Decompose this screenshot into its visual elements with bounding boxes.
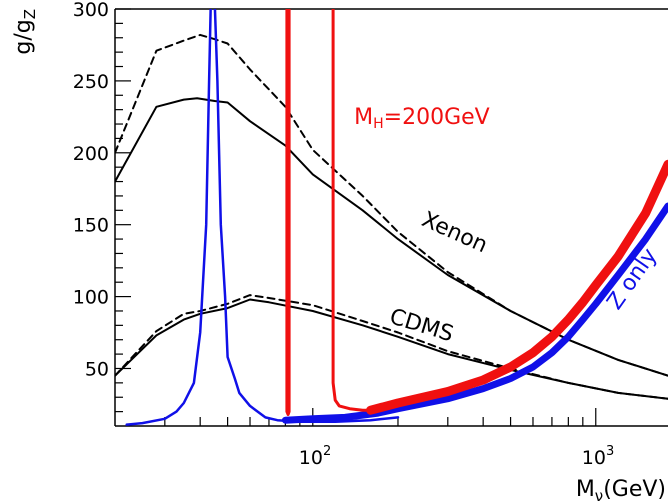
series-red-left: [285, 9, 291, 416]
y-tick-label: 300: [73, 0, 109, 21]
series-z-only: [281, 202, 668, 424]
y-tick-label: 50: [85, 358, 109, 380]
series-cdms-dashed: [115, 294, 668, 400]
series-red-right: [331, 9, 376, 412]
xenon-label: Xenon: [418, 207, 491, 258]
y-tick-label: 250: [73, 71, 109, 93]
series-xenon-solid: [115, 97, 668, 377]
chart-series: [115, 9, 668, 426]
y-axis-title: g/gZ: [11, 9, 39, 55]
series-blue-peak: [125, 9, 400, 426]
chart-axes: 50 100 150 200 250 300 102 103 Mν(GeV) g/gZ: [11, 0, 668, 504]
y-tick-label: 150: [73, 215, 109, 237]
series-xenon-dashed: [115, 33, 668, 377]
x-tick-label: 102: [299, 444, 331, 469]
y-tick-label: 200: [73, 143, 109, 165]
x-axis-title: Mν(GeV): [576, 477, 666, 504]
series-higgs: [366, 159, 668, 415]
y-tick-label: 100: [73, 287, 109, 309]
higgs-label: MH=200GeV: [354, 105, 490, 132]
x-tick-label: 103: [582, 444, 614, 469]
